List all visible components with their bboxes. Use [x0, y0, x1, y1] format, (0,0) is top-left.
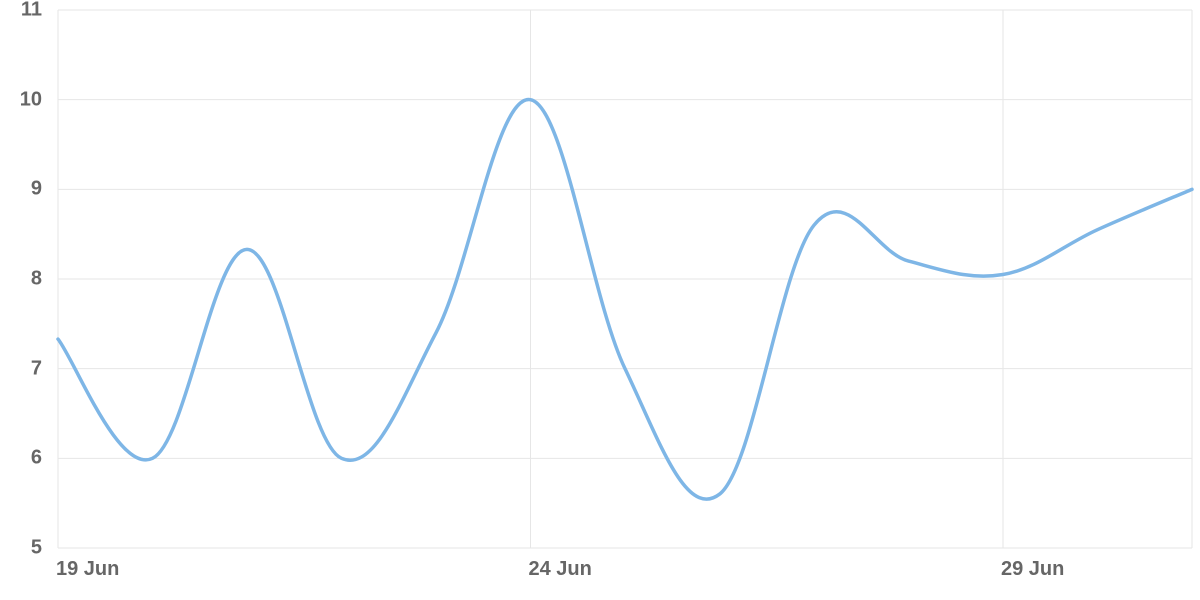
- x-tick-label: 29 Jun: [1001, 558, 1064, 581]
- y-tick-label: 7: [31, 357, 42, 380]
- y-tick-label: 5: [31, 537, 42, 560]
- chart-svg: [0, 0, 1200, 600]
- grid-lines: [58, 10, 1192, 548]
- x-tick-label: 19 Jun: [56, 558, 119, 581]
- x-tick-label: 24 Jun: [529, 558, 592, 581]
- y-tick-label: 10: [20, 88, 42, 111]
- line-chart: 5 6 7 8 9 10 11 19 Jun 24 Jun 29 Jun: [0, 0, 1200, 600]
- y-tick-label: 8: [31, 268, 42, 291]
- y-tick-label: 11: [21, 0, 42, 22]
- y-tick-label: 6: [31, 447, 42, 470]
- data-line: [58, 99, 1192, 499]
- y-tick-label: 9: [31, 178, 42, 201]
